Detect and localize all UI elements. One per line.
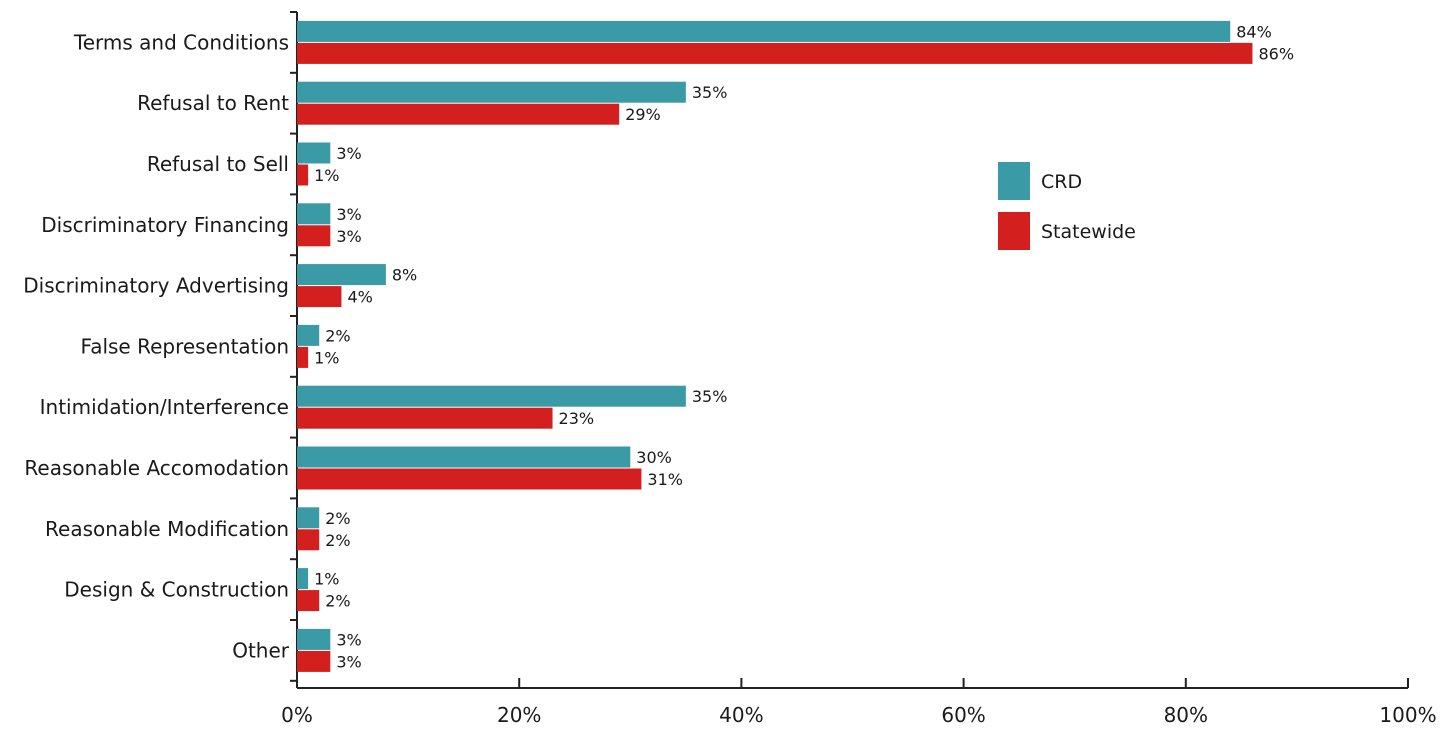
bar-crd xyxy=(297,142,331,164)
x-tick-label: 100% xyxy=(1379,703,1436,727)
data-label: 31% xyxy=(647,470,683,489)
bar-crd xyxy=(297,628,331,650)
data-label: 35% xyxy=(692,387,728,406)
bar-crd xyxy=(297,324,320,346)
x-tick-label: 0% xyxy=(281,703,313,727)
data-label: 2% xyxy=(325,592,350,611)
data-label: 29% xyxy=(625,105,661,124)
bar-crd xyxy=(297,264,386,286)
bar-crd xyxy=(297,446,631,468)
bar-statewide xyxy=(297,590,320,612)
bar-crd xyxy=(297,385,686,407)
data-label: 3% xyxy=(336,652,361,671)
bar-statewide xyxy=(297,42,1253,64)
legend-swatch-crd xyxy=(998,162,1030,200)
data-label: 23% xyxy=(559,409,595,428)
bar-statewide xyxy=(297,225,331,247)
data-label: 3% xyxy=(336,205,361,224)
x-tick-label: 60% xyxy=(941,703,985,727)
x-tick-label: 20% xyxy=(497,703,541,727)
axes: 0% 20% 40% 60% 80% 100% xyxy=(281,11,1437,727)
data-label: 3% xyxy=(336,144,361,163)
category-label: Other xyxy=(232,638,290,662)
category-label: False Representation xyxy=(81,334,289,358)
data-label: 35% xyxy=(692,83,728,102)
category-label: Reasonable Accomodation xyxy=(24,456,289,480)
legend: CRD Statewide xyxy=(998,162,1136,250)
bar-statewide xyxy=(297,346,309,368)
category-label: Terms and Conditions xyxy=(73,30,289,54)
data-label: 4% xyxy=(347,288,372,307)
bar-crd xyxy=(297,203,331,225)
category-label: Refusal to Rent xyxy=(137,91,289,115)
legend-label: CRD xyxy=(1041,171,1082,193)
bar-crd xyxy=(297,507,320,529)
category-label: Intimidation/Interference xyxy=(40,395,289,419)
data-label: 3% xyxy=(336,630,361,649)
category-label: Discriminatory Financing xyxy=(41,213,289,237)
data-label: 3% xyxy=(336,227,361,246)
bar-statewide xyxy=(297,407,553,429)
legend-label: Statewide xyxy=(1041,221,1136,243)
data-label: 2% xyxy=(325,509,350,528)
category-label: Refusal to Sell xyxy=(147,152,289,176)
bar-crd xyxy=(297,81,686,103)
legend-swatch-statewide xyxy=(998,212,1030,250)
data-label: 30% xyxy=(636,448,672,467)
category-label: Reasonable Modification xyxy=(45,517,289,541)
bar-statewide xyxy=(297,468,642,490)
category-label: Design & Construction xyxy=(64,578,289,602)
bar-statewide xyxy=(297,529,320,551)
data-label: 8% xyxy=(392,266,417,285)
data-label: 84% xyxy=(1236,22,1272,41)
bar-crd xyxy=(297,568,309,590)
data-label: 1% xyxy=(314,166,339,185)
x-tick-label: 80% xyxy=(1164,703,1208,727)
data-label: 1% xyxy=(314,570,339,589)
labels: Terms and Conditions 84% 86% Refusal to Ren… xyxy=(23,22,1294,671)
bar-crd xyxy=(297,20,1231,42)
category-label: Discriminatory Advertising xyxy=(23,274,289,298)
bar-statewide xyxy=(297,103,620,125)
bar-statewide xyxy=(297,650,331,672)
x-tick-label: 40% xyxy=(719,703,763,727)
data-label: 2% xyxy=(325,531,350,550)
bar-statewide xyxy=(297,286,342,308)
data-label: 86% xyxy=(1258,44,1294,63)
bar-statewide xyxy=(297,164,309,186)
data-label: 1% xyxy=(314,348,339,367)
data-label: 2% xyxy=(325,326,350,345)
bars xyxy=(297,20,1253,672)
